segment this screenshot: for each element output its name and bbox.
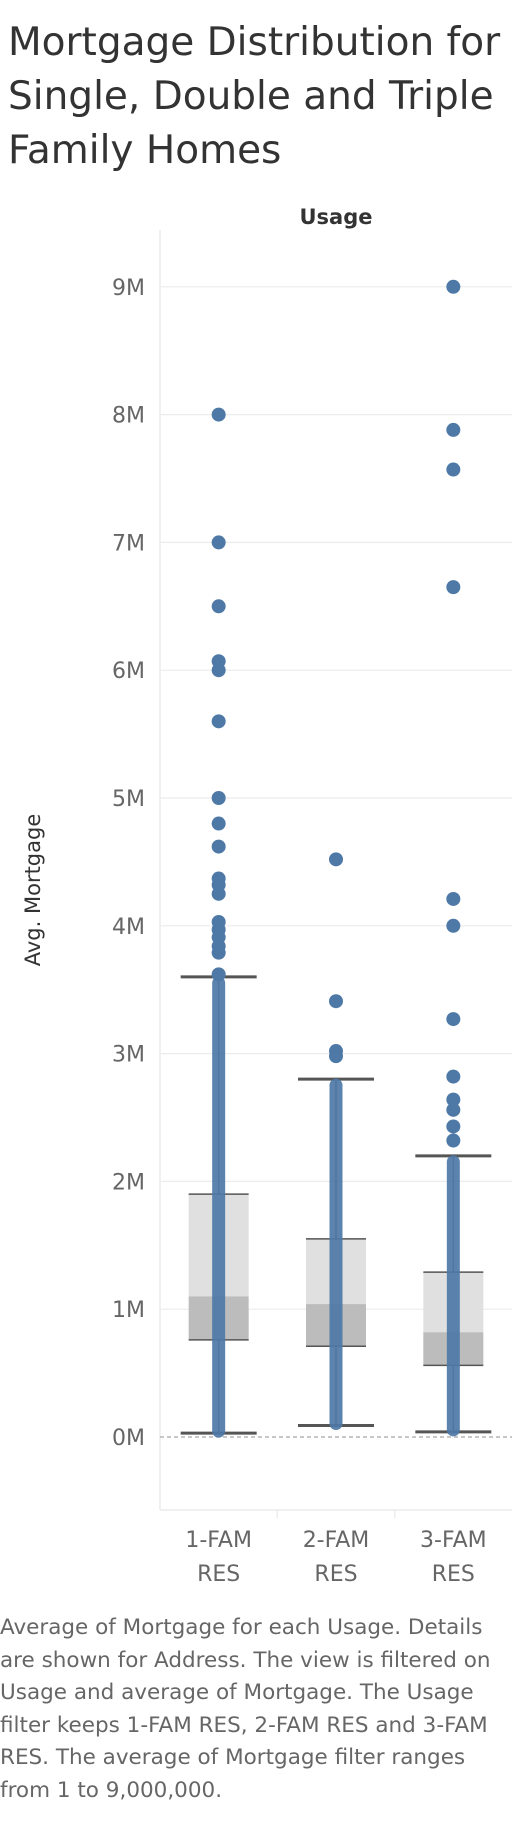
- x-category-label: 2-FAM: [303, 1528, 370, 1553]
- data-point: [211, 714, 226, 729]
- data-point: [329, 1049, 343, 1064]
- y-tick-label: 6M: [112, 659, 145, 684]
- data-point: [446, 1012, 461, 1027]
- y-tick-label: 5M: [112, 787, 145, 812]
- x-category-label: RES: [432, 1562, 475, 1587]
- x-category-label: 3-FAM: [420, 1528, 487, 1553]
- y-tick-label: 1M: [112, 1298, 145, 1323]
- data-point: [446, 891, 461, 906]
- chart-description: Average of Mortgage for each Usage. Deta…: [0, 1615, 491, 1803]
- data-point: [446, 1092, 461, 1107]
- data-point: [446, 422, 461, 437]
- data-point: [211, 886, 226, 901]
- chart-title-line-1: Mortgage Distribution for: [8, 20, 501, 65]
- x-category-label: RES: [314, 1562, 357, 1587]
- y-axis-label: Avg. Mortgage: [21, 814, 45, 967]
- data-point: [446, 918, 461, 933]
- data-point: [211, 599, 226, 614]
- data-point: [446, 1133, 461, 1148]
- data-point: [329, 852, 343, 867]
- x-category-label: RES: [197, 1562, 240, 1587]
- data-point: [211, 945, 226, 960]
- y-tick-label: 0M: [112, 1426, 145, 1451]
- data-point: [211, 791, 226, 805]
- data-point: [211, 407, 226, 422]
- data-point: [446, 279, 461, 294]
- y-tick-label: 2M: [112, 1170, 145, 1195]
- data-point: [446, 1102, 461, 1117]
- y-tick-label: 8M: [112, 404, 145, 429]
- data-point: [211, 816, 226, 831]
- chart-title-line-2: Single, Double and Triple: [8, 74, 494, 119]
- x-category-label: 1-FAM: [185, 1528, 252, 1553]
- data-point: [211, 839, 226, 854]
- y-tick-label: 4M: [112, 915, 145, 940]
- data-point: [446, 462, 461, 477]
- data-point: [446, 580, 461, 595]
- box-plot-chart: Usage 0M 1M 2M 3M 4M 5M 6M 7M 8M 9M Avg. Mortgage 1-…: [21, 205, 512, 1587]
- chart-title: Mortgage Distribution for Single, Double…: [8, 16, 508, 178]
- data-point: [211, 967, 226, 982]
- data-point: [211, 663, 226, 678]
- data-point: [211, 535, 226, 550]
- data-point: [446, 1119, 461, 1134]
- y-tick-label: 3M: [112, 1043, 145, 1068]
- y-tick-label: 7M: [112, 531, 145, 556]
- data-point: [446, 1069, 461, 1084]
- column-header-usage: Usage: [300, 205, 373, 229]
- data-point: [329, 994, 343, 1009]
- y-tick-label: 9M: [112, 276, 145, 301]
- chart-title-line-3: Family Homes: [8, 128, 282, 173]
